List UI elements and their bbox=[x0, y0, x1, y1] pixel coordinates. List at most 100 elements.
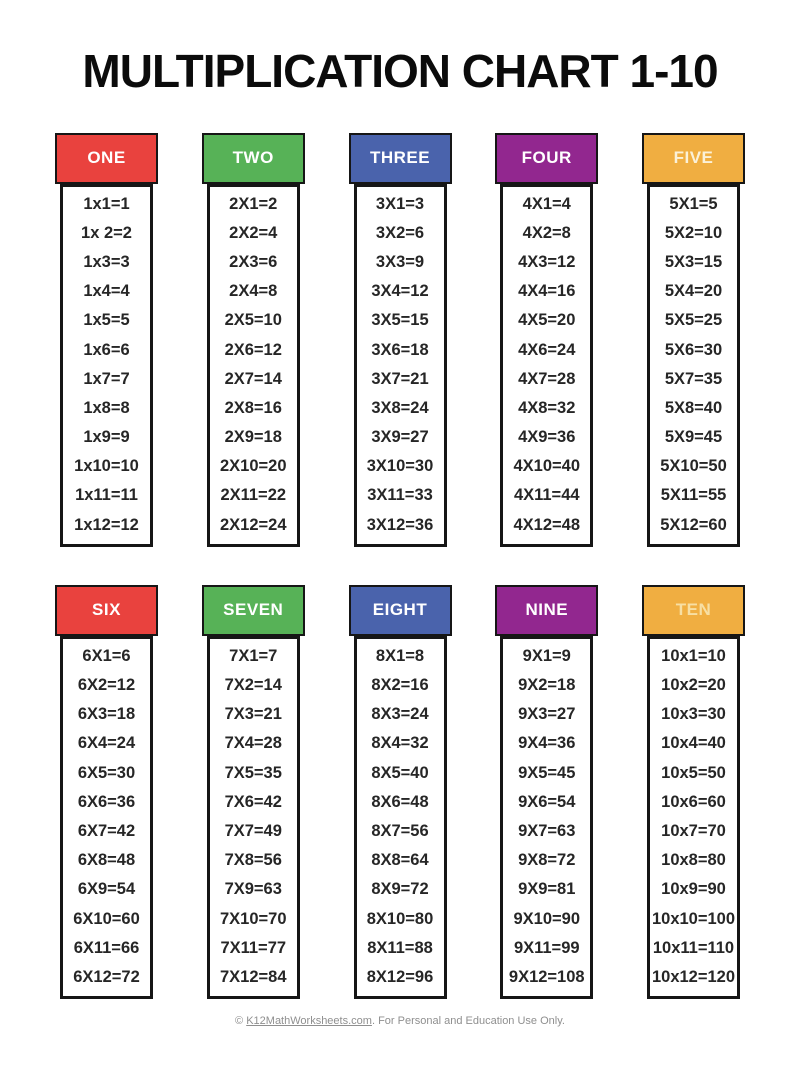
table-nine: NINE 9X1=9 9X2=18 9X3=27 9X4=36 9X5=45 9X6=54… bbox=[495, 584, 599, 1000]
fact-cell: 8X2=16 bbox=[371, 676, 429, 695]
fact-cell: 10x6=60 bbox=[661, 792, 726, 811]
fact-cell: 7X11=77 bbox=[220, 938, 287, 957]
fact-cell: 1x4=4 bbox=[83, 282, 130, 301]
fact-cell: 1x6=6 bbox=[83, 340, 130, 359]
fact-cell: 5X11=55 bbox=[660, 486, 727, 505]
fact-cell: 8X1=8 bbox=[375, 646, 425, 665]
fact-cell: 5X9=45 bbox=[664, 428, 723, 447]
fact-cell: 4X9=36 bbox=[518, 428, 576, 447]
fact-cell: 6X10=60 bbox=[73, 909, 140, 928]
fact-cell: 6X2=12 bbox=[77, 676, 136, 695]
fact-cell: 9X9=81 bbox=[518, 880, 576, 899]
fact-cell: 10x3=30 bbox=[661, 705, 726, 724]
footer-usage-text: . For Personal and Education Use Only. bbox=[371, 1015, 565, 1028]
fact-cell: 4X7=28 bbox=[518, 369, 576, 388]
fact-cell: 6X11=66 bbox=[73, 938, 140, 957]
page-footer: © K12MathWorksheets.com. For Personal an… bbox=[0, 1015, 800, 1027]
fact-cell: 8X11=88 bbox=[367, 938, 433, 957]
fact-cell: 7X12=84 bbox=[219, 967, 287, 986]
table-body: 5X1=5 5X2=10 5X3=15 5X4=20 5X5=25 5X6=30 5X7=3… bbox=[647, 183, 740, 547]
fact-cell: 1x1=1 bbox=[83, 194, 130, 213]
fact-cell: 8X9=72 bbox=[371, 880, 429, 899]
fact-cell: 8X8=64 bbox=[371, 851, 429, 870]
table-header: SIX bbox=[55, 584, 158, 636]
fact-cell: 1x9=9 bbox=[83, 428, 130, 447]
fact-cell: 3X1=3 bbox=[375, 194, 425, 213]
fact-cell: 2X12=24 bbox=[219, 515, 287, 534]
table-ten: TEN 10x1=10 10x2=20 10x3=30 10x4=40 10x5=50 1… bbox=[642, 584, 745, 1000]
fact-cell: 4X8=32 bbox=[518, 398, 576, 417]
fact-cell: 2X10=20 bbox=[219, 457, 287, 476]
fact-cell: 7X1=7 bbox=[229, 646, 278, 665]
fact-cell: 2X3=6 bbox=[229, 252, 278, 271]
fact-cell: 3X5=15 bbox=[371, 311, 429, 330]
fact-cell: 7X5=35 bbox=[224, 763, 282, 782]
fact-cell: 4X4=16 bbox=[518, 282, 576, 301]
fact-cell: 1x12=12 bbox=[74, 515, 139, 534]
fact-cell: 5X3=15 bbox=[664, 252, 723, 271]
table-body: 8X1=8 8X2=16 8X3=24 8X4=32 8X5=40 8X6=48 8X7=5… bbox=[353, 635, 447, 1000]
table-body: 2X1=2 2X2=4 2X3=6 2X4=8 2X5=10 2X6=12 2X7=14 2X… bbox=[206, 183, 300, 547]
fact-cell: 2X4=8 bbox=[229, 282, 278, 301]
fact-cell: 6X9=54 bbox=[77, 880, 136, 899]
fact-cell: 9X11=99 bbox=[513, 938, 580, 957]
fact-cell: 3X3=9 bbox=[375, 252, 425, 271]
fact-cell: 7X10=70 bbox=[219, 909, 287, 928]
fact-cell: 9X2=18 bbox=[518, 676, 576, 695]
table-header: FIVE bbox=[642, 132, 745, 184]
fact-cell: 3X11=33 bbox=[367, 486, 433, 505]
fact-cell: 9X10=90 bbox=[513, 909, 581, 928]
table-six: SIX 6X1=6 6X2=12 6X3=18 6X4=24 6X5=30 6X6=36 6… bbox=[55, 584, 158, 1000]
table-two: TWO 2X1=2 2X2=4 2X3=6 2X4=8 2X5=10 2X6=12 2X7=… bbox=[201, 132, 305, 547]
fact-cell: 10x5=50 bbox=[661, 763, 726, 782]
fact-cell: 4X3=12 bbox=[518, 252, 576, 271]
table-header: FOUR bbox=[495, 132, 599, 184]
fact-cell: 3X10=30 bbox=[366, 457, 434, 476]
fact-cell: 6X6=36 bbox=[77, 792, 136, 811]
fact-cell: 10x12=120 bbox=[651, 967, 736, 986]
worksheet-page: MULTIPLICATION CHART 1-10 ONE 1x1=1 1x 2=… bbox=[0, 46, 800, 1081]
fact-cell: 1x3=3 bbox=[83, 252, 130, 271]
fact-cell: 9X6=54 bbox=[518, 792, 576, 811]
fact-cell: 6X4=24 bbox=[77, 734, 136, 753]
fact-cell: 4X11=44 bbox=[513, 486, 580, 505]
fact-cell: 6X7=42 bbox=[77, 821, 136, 840]
fact-cell: 9X8=72 bbox=[518, 851, 576, 870]
footer-copyright-prefix: © bbox=[235, 1015, 247, 1028]
fact-cell: 5X5=25 bbox=[664, 311, 723, 330]
fact-cell: 10x11=110 bbox=[652, 938, 735, 957]
fact-cell: 7X8=56 bbox=[224, 851, 282, 870]
fact-cell: 9X5=45 bbox=[518, 763, 576, 782]
fact-cell: 4X2=8 bbox=[522, 223, 571, 242]
table-body: 4X1=4 4X2=8 4X3=12 4X4=16 4X5=20 4X6=24 4X7=28… bbox=[500, 183, 594, 547]
fact-cell: 6X12=72 bbox=[73, 967, 140, 986]
fact-cell: 10x7=70 bbox=[661, 821, 726, 840]
fact-cell: 8X7=56 bbox=[371, 821, 429, 840]
fact-cell: 2X1=2 bbox=[229, 194, 278, 213]
fact-cell: 1x8=8 bbox=[83, 398, 130, 417]
fact-cell: 10x9=90 bbox=[661, 880, 726, 899]
fact-cell: 8X3=24 bbox=[371, 705, 429, 724]
fact-cell: 3X6=18 bbox=[371, 340, 429, 359]
fact-cell: 3X4=12 bbox=[371, 282, 429, 301]
fact-cell: 2X9=18 bbox=[224, 428, 282, 447]
footer-site-link[interactable]: K12MathWorksheets.com bbox=[246, 1015, 372, 1028]
fact-cell: 2X5=10 bbox=[224, 311, 282, 330]
fact-cell: 5X1=5 bbox=[669, 194, 718, 213]
fact-cell: 10x4=40 bbox=[661, 734, 726, 753]
fact-cell: 7X6=42 bbox=[224, 792, 282, 811]
fact-cell: 6X5=30 bbox=[77, 763, 136, 782]
fact-cell: 9X1=9 bbox=[522, 646, 571, 665]
fact-cell: 8X6=48 bbox=[371, 792, 429, 811]
fact-cell: 5X12=60 bbox=[660, 515, 727, 534]
fact-cell: 5X2=10 bbox=[664, 223, 723, 242]
table-body: 7X1=7 7X2=14 7X3=21 7X4=28 7X5=35 7X6=42 7X7=4… bbox=[206, 635, 300, 1000]
table-header: EIGHT bbox=[348, 584, 452, 636]
fact-cell: 7X2=14 bbox=[224, 676, 282, 695]
fact-cell: 7X7=49 bbox=[224, 821, 282, 840]
fact-cell: 6X3=18 bbox=[77, 705, 136, 724]
table-four: FOUR 4X1=4 4X2=8 4X3=12 4X4=16 4X5=20 4X6=24 4… bbox=[495, 132, 599, 547]
table-five: FIVE 5X1=5 5X2=10 5X3=15 5X4=20 5X5=25 5X6=30… bbox=[642, 132, 745, 547]
fact-cell: 1x10=10 bbox=[74, 457, 139, 476]
table-one: ONE 1x1=1 1x 2=2 1x3=3 1x4=4 1x5=5 1x6=6 1x7=7… bbox=[55, 132, 158, 547]
